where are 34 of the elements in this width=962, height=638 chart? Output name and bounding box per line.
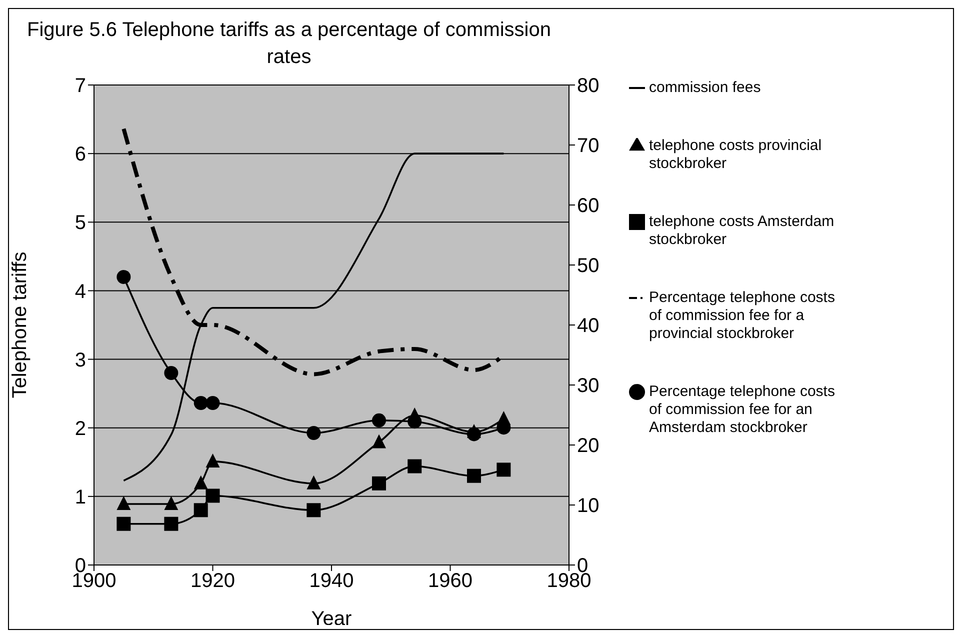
y-axis-title: Telephone tariffs bbox=[9, 252, 32, 398]
y-tick-label: 5 bbox=[74, 212, 86, 234]
y-tick-label: 3 bbox=[74, 349, 86, 372]
y-tick-label: 7 bbox=[74, 75, 86, 98]
point bbox=[206, 396, 220, 410]
point bbox=[164, 366, 178, 380]
legend-label: telephone costs provincial stockbroker bbox=[649, 137, 823, 173]
y-tick-label: 1 bbox=[74, 486, 86, 509]
x-axis-title: Year bbox=[311, 608, 352, 630]
y2-tick-label: 80 bbox=[577, 75, 600, 98]
x-tick-label: 1920 bbox=[190, 570, 235, 592]
y2-tick-label: 20 bbox=[577, 435, 600, 458]
point bbox=[116, 270, 131, 284]
y2-tick-label: 30 bbox=[577, 375, 600, 398]
legend-label: telephone costs Amsterdam stockbroker bbox=[649, 213, 836, 249]
point bbox=[194, 396, 208, 410]
x-tick-label: 1940 bbox=[309, 570, 354, 592]
point bbox=[408, 414, 422, 429]
y-tick-label: 4 bbox=[74, 280, 86, 303]
point bbox=[306, 426, 321, 440]
y-tick-label: 6 bbox=[74, 144, 86, 166]
point bbox=[372, 413, 386, 428]
legend-label: Percentage telephone costs of commission fee for a provincial stockbroker bbox=[649, 289, 836, 343]
chart-title: Figure 5.6 Telephone tariffs as a percentage of commission rates bbox=[26, 18, 552, 70]
point bbox=[467, 427, 481, 442]
y2-tick-label: 50 bbox=[577, 255, 600, 278]
x-tick-label: 1960 bbox=[428, 570, 472, 592]
y2-tick-label: 60 bbox=[577, 195, 600, 218]
y2-tick-label: 10 bbox=[577, 495, 600, 518]
y2-tick-label: 40 bbox=[577, 315, 600, 338]
legend-label: commission fees bbox=[649, 79, 762, 97]
legend-label: Percentage telephone costs of commission fee for an Amsterdam stockbroker bbox=[649, 383, 836, 437]
y2-tick-label: 70 bbox=[577, 135, 600, 158]
y-tick-label: 2 bbox=[74, 418, 86, 440]
